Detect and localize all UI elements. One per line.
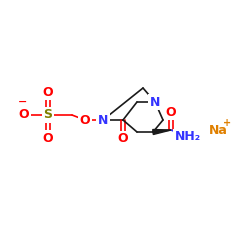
Text: O: O [80,114,90,126]
Text: N: N [98,114,108,126]
Text: O: O [19,108,29,122]
Text: N: N [150,96,160,108]
Polygon shape [153,130,171,134]
Text: S: S [44,108,52,122]
Text: +: + [223,118,231,128]
Text: Na: Na [208,124,228,136]
Text: −: − [18,97,28,107]
Text: O: O [166,106,176,118]
Text: O: O [43,132,53,144]
Text: NH₂: NH₂ [175,130,201,143]
Text: O: O [43,86,53,98]
Text: O: O [118,132,128,145]
